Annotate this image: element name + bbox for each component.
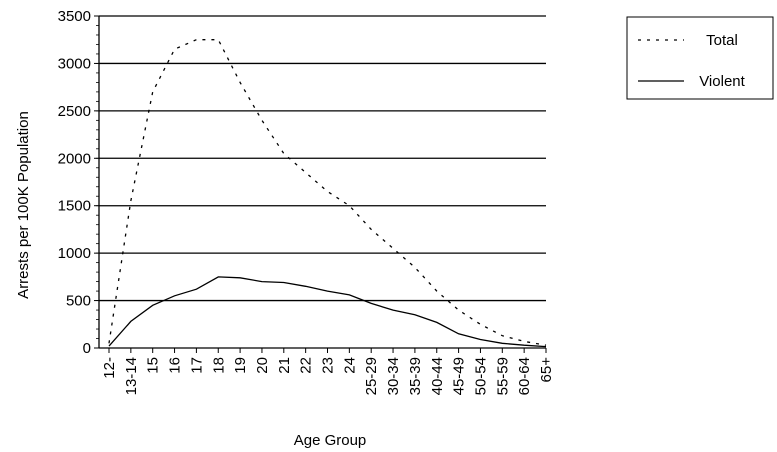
y-tick-label: 1000 (58, 245, 91, 262)
legend-label: Total (706, 32, 738, 49)
x-tick-label: 21 (276, 357, 293, 374)
x-tick-label: 25-29 (363, 357, 380, 395)
y-tick-label: 3000 (58, 55, 91, 72)
x-tick-label: 45-49 (451, 357, 468, 395)
x-axis: 12- 13-14 15 16 17 18 19 20 21 22 23 24 25-29 30-34 35… (99, 347, 555, 395)
x-tick-label: 50-54 (472, 357, 489, 395)
x-tick-label: 23 (320, 357, 337, 374)
x-tick-label: 15 (145, 357, 162, 374)
x-tick-label: 22 (298, 357, 315, 374)
x-tick-label: 16 (167, 357, 184, 374)
gridlines (99, 15, 546, 302)
legend-label: Violent (699, 73, 745, 90)
legend-box (626, 16, 774, 100)
series-line-total (108, 39, 547, 346)
x-tick-label: 18 (210, 357, 227, 374)
y-tick-label: 2000 (58, 150, 91, 167)
x-tick-label: 60-64 (516, 357, 533, 395)
x-tick-label: 19 (232, 357, 249, 374)
y-tick-label: 3500 (58, 8, 91, 25)
y-tick-label: 500 (66, 293, 91, 310)
x-tick-label: 17 (188, 357, 205, 374)
y-tick-label: 2500 (58, 103, 91, 120)
x-tick-label: 12- (101, 357, 118, 379)
x-tick-label: 24 (341, 357, 358, 374)
y-axis: 0 500 1000 1500 2000 2500 3000 3500 (58, 8, 100, 357)
series-line-violent (108, 276, 547, 348)
legend: Total Violent (626, 16, 774, 100)
x-tick-label: 20 (254, 357, 271, 374)
x-axis-label: Age Group (294, 432, 367, 449)
x-tick-label: 35-39 (407, 357, 424, 395)
x-tick-label: 65+ (538, 357, 555, 383)
x-tick-label: 55-59 (494, 357, 511, 395)
y-tick-label: 1500 (58, 198, 91, 215)
x-tick-label: 30-34 (385, 357, 402, 395)
x-tick-label: 40-44 (429, 357, 446, 395)
x-tick-label: 13-14 (123, 357, 140, 395)
series-lines (108, 39, 547, 348)
y-axis-label: Arrests per 100K Population (15, 111, 32, 299)
y-tick-label: 0 (83, 340, 91, 357)
